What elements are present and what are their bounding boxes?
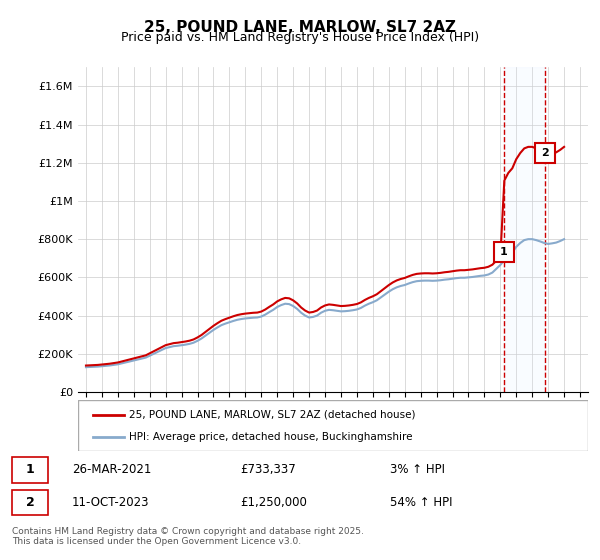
- FancyBboxPatch shape: [12, 490, 48, 515]
- Text: 26-MAR-2021: 26-MAR-2021: [72, 464, 151, 477]
- FancyBboxPatch shape: [12, 457, 48, 483]
- Text: Price paid vs. HM Land Registry's House Price Index (HPI): Price paid vs. HM Land Registry's House …: [121, 31, 479, 44]
- FancyBboxPatch shape: [78, 400, 588, 451]
- Text: 3% ↑ HPI: 3% ↑ HPI: [390, 464, 445, 477]
- Text: £733,337: £733,337: [240, 464, 296, 477]
- Text: HPI: Average price, detached house, Buckinghamshire: HPI: Average price, detached house, Buck…: [129, 432, 413, 442]
- Text: 2: 2: [26, 496, 34, 509]
- Text: Contains HM Land Registry data © Crown copyright and database right 2025.
This d: Contains HM Land Registry data © Crown c…: [12, 526, 364, 546]
- Text: 54% ↑ HPI: 54% ↑ HPI: [390, 496, 452, 509]
- Text: £1,250,000: £1,250,000: [240, 496, 307, 509]
- Text: 11-OCT-2023: 11-OCT-2023: [72, 496, 149, 509]
- Text: 2: 2: [541, 148, 548, 158]
- Text: 1: 1: [26, 464, 34, 477]
- Text: 1: 1: [500, 247, 508, 257]
- Text: 25, POUND LANE, MARLOW, SL7 2AZ: 25, POUND LANE, MARLOW, SL7 2AZ: [144, 20, 456, 35]
- Bar: [504, 67, 545, 392]
- Text: 25, POUND LANE, MARLOW, SL7 2AZ (detached house): 25, POUND LANE, MARLOW, SL7 2AZ (detache…: [129, 409, 415, 419]
